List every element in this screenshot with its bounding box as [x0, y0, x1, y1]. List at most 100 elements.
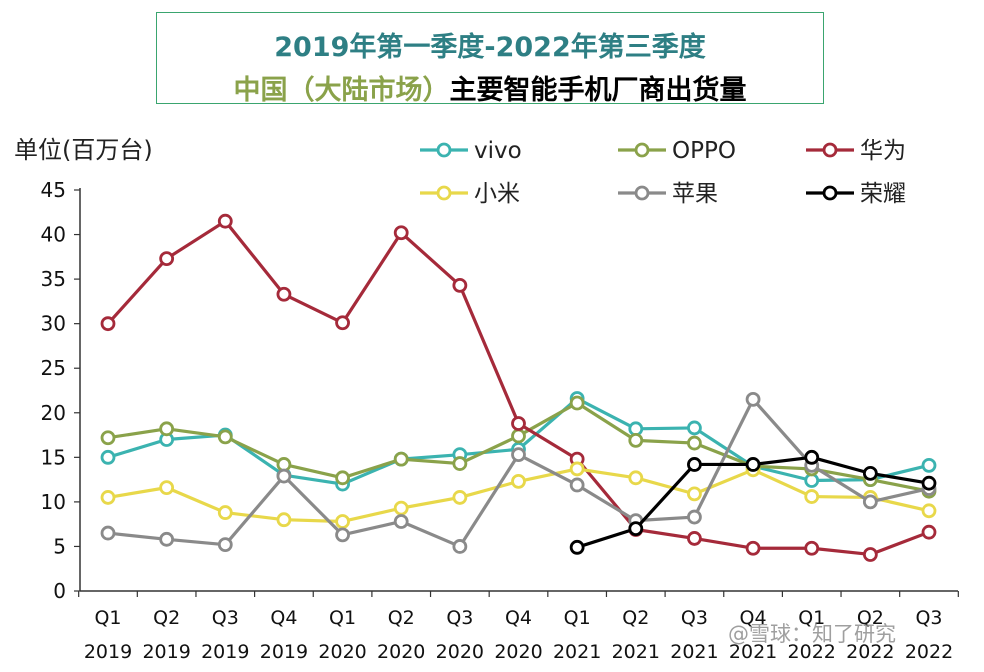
series-小米-point	[276, 512, 292, 528]
x-tick-label-quarter: Q3	[446, 607, 473, 629]
series-华为-point	[745, 540, 761, 556]
series-OPPO-point	[159, 421, 175, 437]
chart-title-region: 中国（大陆市场）	[233, 75, 450, 106]
x-tick-label-year: 2021	[670, 641, 718, 663]
y-tick-label: 30	[41, 312, 66, 336]
series-苹果-point	[159, 531, 175, 547]
series-华为-point	[921, 524, 937, 540]
series-小米-point	[921, 503, 937, 519]
x-tick-label-year: 2021	[553, 641, 601, 663]
series-OPPO-point	[687, 435, 702, 451]
series-小米-point	[569, 461, 585, 477]
series-苹果-point	[687, 509, 702, 525]
x-tick-label-quarter: Q1	[798, 607, 825, 629]
series-OPPO-point	[628, 433, 644, 448]
x-tick-label-year: 2019	[201, 641, 249, 663]
x-tick-label-year: 2021	[729, 641, 777, 663]
chart-title-line2: 中国（大陆市场）主要智能手机厂商出货量	[157, 68, 823, 107]
series-华为-point	[100, 316, 116, 332]
x-tick-label-year: 2019	[260, 641, 308, 663]
series-小米-point	[687, 486, 702, 502]
x-tick-label-quarter: Q2	[622, 607, 649, 629]
y-tick-label: 45	[41, 178, 66, 202]
x-tick-label-year: 2020	[318, 641, 366, 663]
legend-swatch-marker	[634, 185, 650, 201]
y-tick-label: 40	[41, 223, 66, 247]
y-tick-label: 20	[41, 401, 66, 425]
x-tick-label-year: 2019	[142, 641, 190, 663]
watermark: @雪球：知了研究	[728, 622, 896, 646]
x-tick-label-year: 2021	[612, 641, 660, 663]
x-tick-label-year: 2022	[788, 641, 836, 663]
series-小米-point	[100, 490, 116, 505]
series-华为-point	[511, 416, 526, 431]
series-华为-point	[862, 547, 878, 562]
y-tick-label: 0	[53, 579, 66, 603]
y-tick-label: 5	[53, 534, 66, 558]
series-vivo-point	[100, 449, 116, 465]
series-OPPO-point	[569, 395, 585, 411]
series-苹果-point	[452, 539, 468, 554]
series-小米-point	[628, 470, 644, 486]
y-axis-unit-label: 单位(百万台)	[14, 136, 153, 164]
series-小米-point	[804, 489, 820, 504]
series-荣耀-point	[921, 475, 937, 491]
series-苹果-point	[217, 537, 233, 553]
series-OPPO-point	[393, 451, 409, 467]
series-vivo-point	[687, 420, 702, 436]
x-tick-label-quarter: Q4	[505, 607, 532, 629]
legend-swatch-marker	[822, 185, 838, 201]
series-苹果-point	[569, 477, 585, 493]
x-tick-label-quarter: Q3	[915, 607, 942, 629]
series-荣耀-point	[862, 465, 878, 481]
legend-label: 小米	[474, 181, 520, 207]
series-荣耀-point	[687, 457, 702, 472]
x-tick-label-quarter: Q1	[564, 607, 591, 629]
series-苹果-point	[745, 392, 761, 407]
series-小米-point	[393, 500, 409, 516]
series-苹果-point	[393, 514, 409, 529]
series-华为-point	[335, 315, 350, 331]
x-tick-label-quarter: Q4	[270, 607, 297, 629]
series-荣耀-point	[569, 539, 585, 555]
legend-swatch-marker	[436, 142, 452, 158]
series-OPPO-point	[335, 470, 350, 486]
legend-label: vivo	[474, 138, 522, 164]
series-苹果-point	[862, 494, 878, 510]
series-OPPO-point	[217, 429, 233, 445]
series-华为-point	[159, 251, 175, 267]
legend-label: 苹果	[672, 181, 718, 207]
series-小米-point	[452, 490, 468, 505]
series-华为-point	[276, 286, 292, 302]
chart-title-line1: 2019年第一季度-2022年第三季度	[274, 32, 706, 63]
x-tick-label-quarter: Q1	[329, 607, 356, 629]
series-华为-point	[687, 531, 702, 546]
series-OPPO-point	[511, 428, 526, 444]
x-tick-label-year: 2020	[436, 641, 484, 663]
series-华为-line	[106, 219, 930, 557]
series-荣耀-point	[628, 521, 644, 537]
series-苹果-point	[511, 447, 526, 463]
series-苹果-point	[276, 468, 292, 484]
series-小米-point	[335, 514, 350, 529]
x-tick-label-quarter: Q2	[153, 607, 180, 629]
x-tick-label-year: 2022	[846, 641, 894, 663]
y-tick-label: 15	[41, 445, 66, 469]
series-小米-point	[159, 480, 175, 496]
x-tick-label-year: 2020	[377, 641, 425, 663]
series-苹果-point	[100, 525, 116, 541]
series-荣耀-point	[804, 449, 820, 465]
series-小米-point	[217, 505, 233, 520]
x-tick-label-quarter: Q4	[740, 607, 767, 629]
x-tick-label-quarter: Q3	[212, 607, 239, 629]
legend-label: 荣耀	[860, 181, 906, 207]
series-小米-point	[511, 473, 526, 489]
series-OPPO-point	[452, 456, 468, 471]
series-华为-point	[217, 213, 233, 229]
y-tick-label: 35	[41, 267, 66, 291]
legend-swatch-marker	[822, 142, 838, 158]
series-华为-point	[804, 540, 820, 556]
chart-title-subject: 主要智能手机厂商出货量	[449, 75, 747, 106]
x-tick-label-year: 2020	[494, 641, 542, 663]
